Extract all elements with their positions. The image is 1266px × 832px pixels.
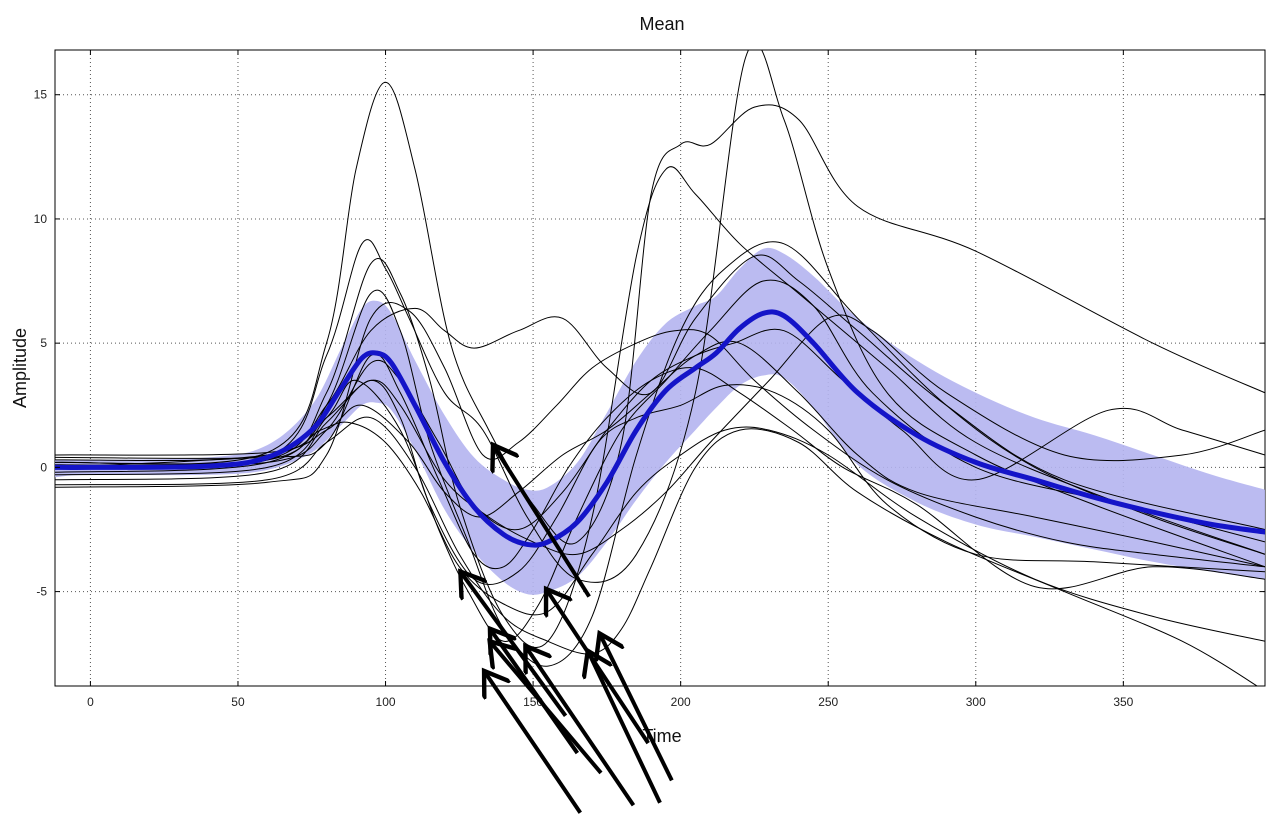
trial-line xyxy=(55,340,1265,568)
annotation-arrow xyxy=(492,644,603,775)
y-tick-label: 0 xyxy=(40,460,47,474)
y-tick-label: 5 xyxy=(40,336,47,350)
annotation-arrow xyxy=(601,636,674,782)
y-axis-label: Amplitude xyxy=(10,328,30,408)
annotation-arrow xyxy=(486,674,582,814)
y-tick-label: 10 xyxy=(34,212,48,226)
chart-title: Mean xyxy=(639,14,684,34)
y-tick-label: -5 xyxy=(36,585,47,599)
trial-line xyxy=(55,301,1265,568)
trial-line xyxy=(55,328,1265,531)
trial-line xyxy=(55,50,1265,583)
x-tick-label: 0 xyxy=(87,695,94,709)
confidence-band-area xyxy=(55,247,1265,595)
trial-line xyxy=(55,353,1265,590)
x-tick-label: 100 xyxy=(376,695,396,709)
annotation-arrow xyxy=(589,654,662,804)
annotation-arrow xyxy=(495,448,591,598)
mean-line-layer xyxy=(55,309,1265,548)
x-tick-label: 50 xyxy=(231,695,245,709)
mean-line xyxy=(55,309,1265,548)
trial-line xyxy=(55,416,1258,686)
annotation-arrows xyxy=(462,448,674,814)
trial-line xyxy=(55,314,1265,556)
x-tick-label: 300 xyxy=(966,695,986,709)
trial-lines xyxy=(55,50,1265,686)
x-tick-label: 200 xyxy=(671,695,691,709)
trial-line xyxy=(55,421,1265,642)
x-tick-label: 350 xyxy=(1113,695,1133,709)
y-tick-label: 15 xyxy=(34,88,48,102)
x-tick-label: 250 xyxy=(818,695,838,709)
annotation-arrow xyxy=(527,649,636,807)
trial-line xyxy=(55,166,1265,648)
trial-line xyxy=(55,254,1265,530)
confidence-band xyxy=(55,247,1265,595)
